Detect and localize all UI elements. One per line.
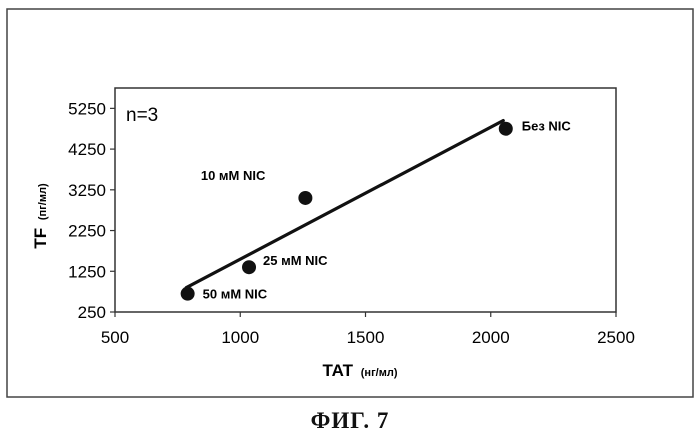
data-point xyxy=(242,260,256,274)
x-tick-label: 2000 xyxy=(472,328,510,347)
x-tick-label: 2500 xyxy=(597,328,635,347)
data-point xyxy=(298,191,312,205)
y-axis-label-main: TF xyxy=(31,228,50,249)
chart-svg: n=3 500 1000 1500 2000 2500 250 1250 2250 3250 42… xyxy=(6,8,694,398)
chart-frame: n=3 500 1000 1500 2000 2500 250 1250 2250 3250 42… xyxy=(6,8,694,398)
x-tick-label: 1500 xyxy=(347,328,385,347)
data-point-label: 10 мМ NIC xyxy=(201,168,266,183)
figure-caption: ФИГ. 7 xyxy=(0,408,700,434)
x-tick-label: 500 xyxy=(101,328,129,347)
y-tick-label: 250 xyxy=(78,303,106,322)
y-tick-label: 1250 xyxy=(68,262,106,281)
data-point-label: 50 мМ NIC xyxy=(203,287,268,302)
data-point xyxy=(499,122,513,136)
data-point-label: 25 мМ NIC xyxy=(263,253,328,268)
x-axis-label-unit: (нг/мл) xyxy=(361,367,398,379)
y-tick-label: 3250 xyxy=(68,181,106,200)
x-tick-label: 1000 xyxy=(221,328,259,347)
data-point-label: Без NIC xyxy=(522,119,572,134)
y-tick-label: 2250 xyxy=(68,222,106,241)
n-annotation: n=3 xyxy=(126,105,158,126)
y-tick-label: 5250 xyxy=(68,99,106,118)
y-axis-label-unit: (пг/мл) xyxy=(37,183,49,220)
y-tick-label: 4250 xyxy=(68,140,106,159)
x-axis-label-main: TAT xyxy=(323,361,354,380)
data-point xyxy=(181,287,195,301)
